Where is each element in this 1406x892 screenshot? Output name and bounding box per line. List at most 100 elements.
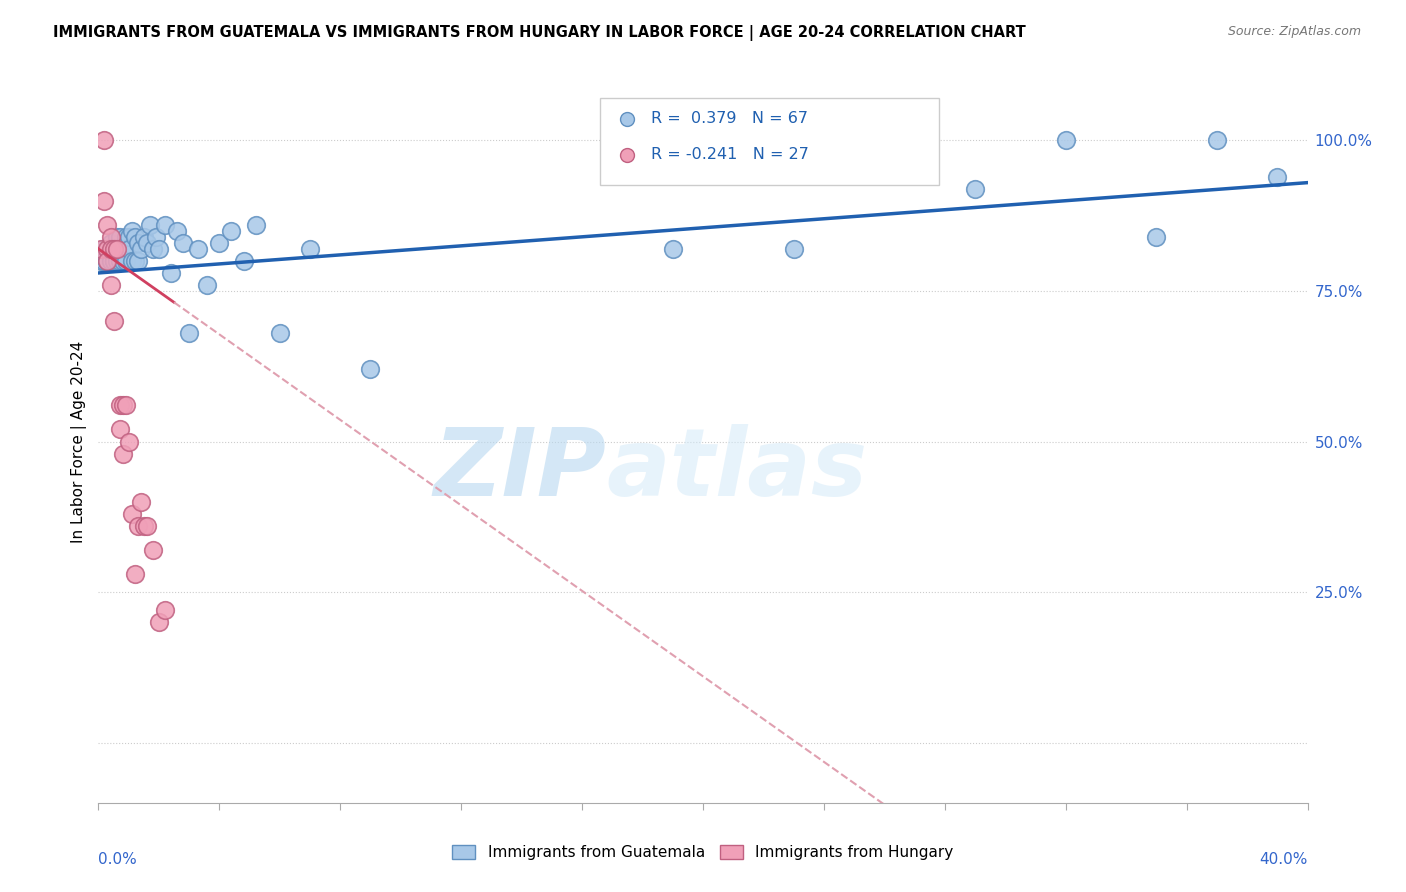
- Point: [127, 253, 149, 268]
- Text: atlas: atlas: [606, 425, 868, 516]
- Point: [129, 494, 152, 508]
- Point: [132, 519, 155, 533]
- Point: [96, 242, 118, 256]
- Point: [142, 542, 165, 557]
- Point: [108, 230, 131, 244]
- Point: [96, 242, 118, 256]
- Point: [135, 519, 157, 533]
- Point: [114, 242, 136, 256]
- Point: [965, 182, 987, 196]
- Point: [783, 242, 806, 256]
- Point: [160, 266, 183, 280]
- Point: [208, 235, 231, 250]
- Point: [111, 447, 134, 461]
- Point: [105, 242, 128, 256]
- Point: [121, 224, 143, 238]
- Point: [172, 235, 194, 250]
- Point: [145, 230, 167, 244]
- Point: [100, 242, 122, 256]
- Point: [269, 326, 291, 341]
- Point: [1267, 169, 1289, 184]
- Point: [93, 242, 115, 256]
- Point: [360, 362, 382, 376]
- Point: [100, 242, 122, 256]
- Point: [153, 603, 176, 617]
- Point: [127, 235, 149, 250]
- Point: [108, 423, 131, 437]
- Point: [103, 253, 125, 268]
- Point: [118, 242, 141, 256]
- Y-axis label: In Labor Force | Age 20-24: In Labor Force | Age 20-24: [72, 341, 87, 542]
- Point: [103, 253, 125, 268]
- Text: 40.0%: 40.0%: [1260, 852, 1308, 867]
- Point: [114, 253, 136, 268]
- Point: [90, 242, 112, 256]
- Point: [108, 253, 131, 268]
- FancyBboxPatch shape: [600, 98, 939, 185]
- Text: Source: ZipAtlas.com: Source: ZipAtlas.com: [1227, 25, 1361, 38]
- Legend: Immigrants from Guatemala, Immigrants from Hungary: Immigrants from Guatemala, Immigrants fr…: [453, 845, 953, 860]
- Point: [100, 253, 122, 268]
- Point: [111, 242, 134, 256]
- Text: R = -0.241   N = 27: R = -0.241 N = 27: [651, 147, 808, 162]
- Point: [111, 253, 134, 268]
- Point: [105, 242, 128, 256]
- Point: [179, 326, 201, 341]
- Point: [103, 314, 125, 328]
- Text: ZIP: ZIP: [433, 425, 606, 516]
- Point: [105, 242, 128, 256]
- Point: [100, 242, 122, 256]
- Point: [111, 242, 134, 256]
- Point: [96, 253, 118, 268]
- Point: [96, 218, 118, 232]
- Point: [114, 230, 136, 244]
- Point: [93, 194, 115, 208]
- Point: [661, 242, 683, 256]
- Point: [124, 230, 146, 244]
- Point: [245, 218, 267, 232]
- Point: [148, 242, 170, 256]
- Point: [132, 230, 155, 244]
- Point: [93, 253, 115, 268]
- Point: [90, 253, 112, 268]
- Point: [1144, 230, 1167, 244]
- Point: [96, 242, 118, 256]
- Point: [139, 218, 162, 232]
- Point: [148, 615, 170, 630]
- Point: [127, 519, 149, 533]
- Point: [187, 242, 209, 256]
- Text: IMMIGRANTS FROM GUATEMALA VS IMMIGRANTS FROM HUNGARY IN LABOR FORCE | AGE 20-24 : IMMIGRANTS FROM GUATEMALA VS IMMIGRANTS …: [53, 25, 1026, 41]
- Point: [124, 253, 146, 268]
- Point: [153, 218, 176, 232]
- Point: [166, 224, 188, 238]
- Text: R =  0.379   N = 67: R = 0.379 N = 67: [651, 112, 808, 126]
- Point: [121, 253, 143, 268]
- Point: [100, 230, 122, 244]
- Point: [1206, 133, 1229, 147]
- Point: [108, 242, 131, 256]
- Point: [96, 253, 118, 268]
- Point: [105, 253, 128, 268]
- Point: [114, 398, 136, 412]
- Point: [1054, 133, 1077, 147]
- Point: [108, 398, 131, 412]
- Point: [124, 567, 146, 582]
- Point: [103, 242, 125, 256]
- Point: [129, 242, 152, 256]
- Point: [142, 242, 165, 256]
- Point: [118, 434, 141, 449]
- Point: [221, 224, 243, 238]
- Point: [96, 253, 118, 268]
- Point: [100, 278, 122, 293]
- Point: [103, 242, 125, 256]
- Point: [111, 398, 134, 412]
- Point: [121, 507, 143, 521]
- Point: [103, 242, 125, 256]
- Point: [232, 253, 254, 268]
- Point: [103, 253, 125, 268]
- Point: [118, 230, 141, 244]
- Text: 0.0%: 0.0%: [98, 852, 138, 867]
- Point: [135, 235, 157, 250]
- Point: [93, 133, 115, 147]
- Point: [100, 253, 122, 268]
